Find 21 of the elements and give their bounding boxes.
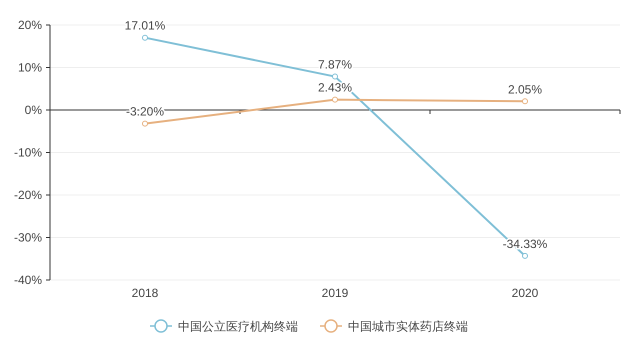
y-tick-label: -20% <box>14 188 42 202</box>
legend-label: 中国城市实体药店终端 <box>348 320 468 334</box>
x-tick-label: 2019 <box>322 286 349 300</box>
y-tick-label: 20% <box>18 18 42 32</box>
point <box>142 120 148 127</box>
y-tick-label: 10% <box>18 60 42 74</box>
legend-label: 中国公立医疗机构终端 <box>178 320 298 334</box>
data-label: 17.01% <box>124 18 166 33</box>
point <box>332 74 338 80</box>
x-tick-label: 2018 <box>132 286 159 300</box>
point <box>332 96 338 103</box>
data-label: 7.87% <box>318 58 352 72</box>
x-tick-label: 2020 <box>512 286 539 300</box>
point <box>142 34 148 41</box>
y-tick-label: -40% <box>14 273 42 287</box>
y-tick-label: 0% <box>24 103 42 117</box>
y-tick-label: -10% <box>14 146 42 160</box>
point <box>522 252 528 259</box>
point <box>522 98 528 104</box>
data-label: 2.05% <box>508 82 542 96</box>
y-tick-label: -30% <box>14 230 42 244</box>
